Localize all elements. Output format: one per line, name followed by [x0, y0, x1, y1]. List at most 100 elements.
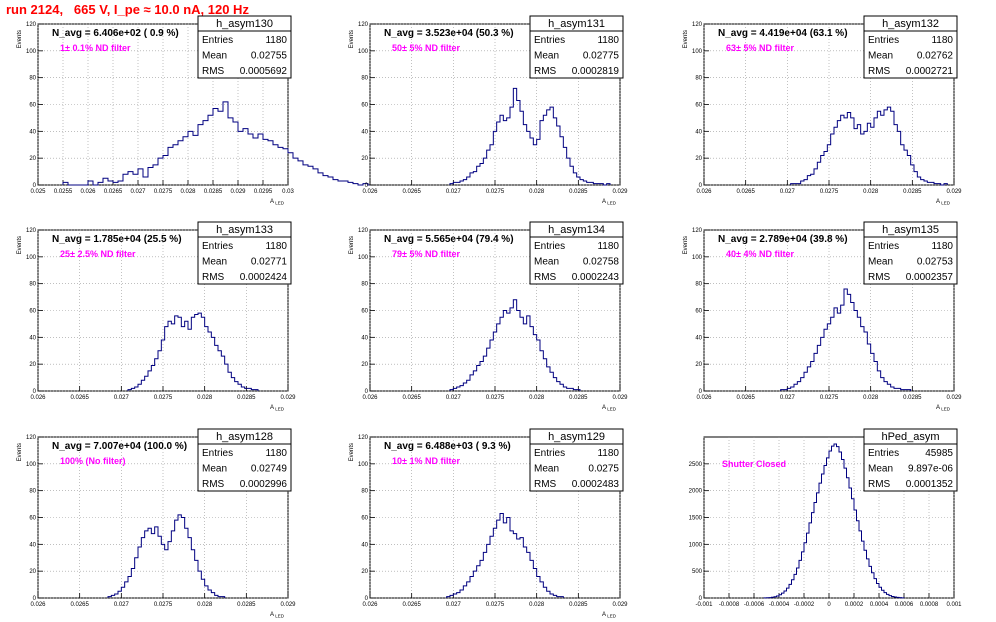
x-tick-label: 0.028 [197, 602, 213, 608]
x-tick-label: 0.0265 [70, 602, 89, 608]
y-tick-label: 60 [361, 309, 368, 315]
filter-annotation: 79± 5% ND filter [392, 249, 460, 259]
stats-label: Mean [868, 51, 893, 62]
histogram-name: h_asym134 [548, 224, 605, 236]
histogram-name: h_asym129 [548, 431, 605, 443]
stats-box: h_asym132 Entries 1180 Mean 0.02762 RMS 0.0002… [863, 15, 958, 79]
filter-annotation: 100% (No filter) [60, 456, 126, 466]
stats-value: 0.0005692 [240, 66, 288, 77]
y-tick-label: 60 [361, 516, 368, 522]
x-tick-label: -0.001 [695, 602, 713, 608]
stats-value: 0.0002424 [240, 272, 288, 283]
x-tick-label: 0.028 [529, 395, 545, 401]
x-tick-label: 0.026 [362, 602, 378, 608]
x-axis-label: A LED [936, 405, 951, 412]
stats-label: Entries [534, 35, 565, 46]
y-tick-label: 40 [695, 129, 702, 135]
x-tick-label: 0.026 [696, 395, 712, 401]
stats-label: Mean [868, 464, 893, 475]
x-axis-label: A LED [602, 612, 617, 619]
y-tick-label: 0 [699, 183, 703, 189]
y-tick-label: 80 [695, 76, 702, 82]
y-tick-label: 60 [29, 309, 36, 315]
stats-box: h_asym130 Entries 1180 Mean 0.02755 RMS 0.0005… [197, 15, 292, 79]
y-tick-label: 100 [26, 255, 37, 261]
histogram-name: h_asym131 [548, 18, 605, 30]
stats-value: 0.0002819 [572, 66, 620, 77]
x-tick-label: 0.0265 [402, 602, 421, 608]
y-tick-label: 80 [29, 282, 36, 288]
stats-value: 0.0002243 [572, 272, 620, 283]
stats-label: RMS [202, 479, 225, 490]
x-tick-label: 0.0275 [820, 395, 839, 401]
stats-label: Mean [202, 257, 227, 268]
panel-title: N_avg = 1.785e+04 (25.5 %) [52, 234, 182, 245]
panel-hped-asym: -0.001 -0.0008 -0.0006 -0.0004 -0.0002 0 0.000… [689, 428, 962, 608]
x-tick-label: 0 [827, 602, 831, 608]
filter-annotation: Shutter Closed [722, 459, 786, 469]
y-tick-label: 0 [699, 596, 703, 602]
x-tick-label: 0.0285 [903, 189, 922, 195]
stats-value: 0.0275 [588, 464, 619, 475]
stats-value: 9.897e-06 [908, 464, 953, 475]
x-tick-label: 0.027 [780, 395, 796, 401]
stats-label: Mean [202, 464, 227, 475]
histogram-name: h_asym135 [882, 224, 939, 236]
panel-h-asym128: 0.026 0.0265 0.027 0.0275 0.028 0.0285 0.029 0 2… [17, 428, 296, 619]
y-tick-label: 120 [358, 22, 369, 28]
x-tick-label: 0.029 [280, 602, 296, 608]
stats-value: 0.0002996 [240, 479, 288, 490]
histogram-series [62, 101, 384, 186]
x-tick-label: 0.027 [446, 602, 462, 608]
y-tick-label: 20 [695, 362, 702, 368]
y-tick-label: 40 [29, 129, 36, 135]
y-tick-label: 100 [692, 255, 703, 261]
y-tick-label: 100 [358, 49, 369, 55]
x-tick-label: -0.0004 [769, 602, 790, 608]
panel-title: N_avg = 5.565e+04 (79.4 %) [384, 234, 514, 245]
stats-value: 1180 [931, 241, 953, 252]
panel-h-asym129: 0.026 0.0265 0.027 0.0275 0.028 0.0285 0.029 0 2… [349, 428, 628, 619]
y-tick-label: 20 [29, 156, 36, 162]
x-tick-label: 0.027 [114, 395, 130, 401]
x-tick-label: 0.028 [197, 395, 213, 401]
x-tick-label: 0.026 [30, 602, 46, 608]
panel-h-asym130: 0.025 0.0255 0.026 0.0265 0.027 0.0275 0.028 0.… [17, 15, 384, 206]
x-tick-label: 0.0265 [402, 189, 421, 195]
stats-label: RMS [868, 479, 891, 490]
panel-title: N_avg = 6.406e+02 ( 0.9 %) [52, 28, 179, 39]
y-tick-label: 20 [361, 362, 368, 368]
y-axis-label: Events [683, 30, 689, 48]
stats-box: h_asym134 Entries 1180 Mean 0.02758 RMS 0.0002… [529, 221, 624, 285]
panel-h-asym134: 0.026 0.0265 0.027 0.0275 0.028 0.0285 0.029 0 2… [349, 221, 628, 412]
histogram-series [790, 106, 948, 186]
x-axis-label: A LED [602, 405, 617, 412]
x-tick-label: 0.0285 [204, 189, 223, 195]
y-tick-label: 100 [692, 49, 703, 55]
stats-label: RMS [534, 272, 557, 283]
x-tick-label: 0.0285 [237, 602, 256, 608]
x-tick-label: 0.027 [114, 602, 130, 608]
stats-box: h_asym135 Entries 1180 Mean 0.02753 RMS 0.0002… [863, 221, 958, 285]
stats-value: 1180 [931, 35, 953, 46]
y-tick-label: 500 [692, 569, 703, 575]
y-tick-label: 60 [361, 103, 368, 109]
x-tick-label: 0.027 [446, 395, 462, 401]
stats-value: 0.0002721 [906, 66, 954, 77]
x-tick-label: 0.028 [529, 602, 545, 608]
x-tick-label: 0.0255 [54, 189, 73, 195]
x-tick-label: 0.0285 [569, 602, 588, 608]
y-tick-label: 2500 [689, 462, 703, 468]
panel-title: N_avg = 3.523e+04 (50.3 %) [384, 28, 514, 39]
y-tick-label: 20 [29, 569, 36, 575]
stats-value: 0.02755 [251, 51, 288, 62]
x-tick-label: 0.0275 [486, 395, 505, 401]
x-tick-label: 0.0008 [920, 602, 939, 608]
y-tick-label: 0 [33, 596, 37, 602]
stats-value: 1180 [265, 35, 287, 46]
x-tick-label: 0.0265 [70, 395, 89, 401]
x-tick-label: 0.029 [612, 189, 628, 195]
panel-title: N_avg = 7.007e+04 (100.0 %) [52, 441, 187, 452]
x-tick-label: 0.0006 [895, 602, 914, 608]
stats-box: h_asym131 Entries 1180 Mean 0.02775 RMS 0.0002… [529, 15, 624, 79]
